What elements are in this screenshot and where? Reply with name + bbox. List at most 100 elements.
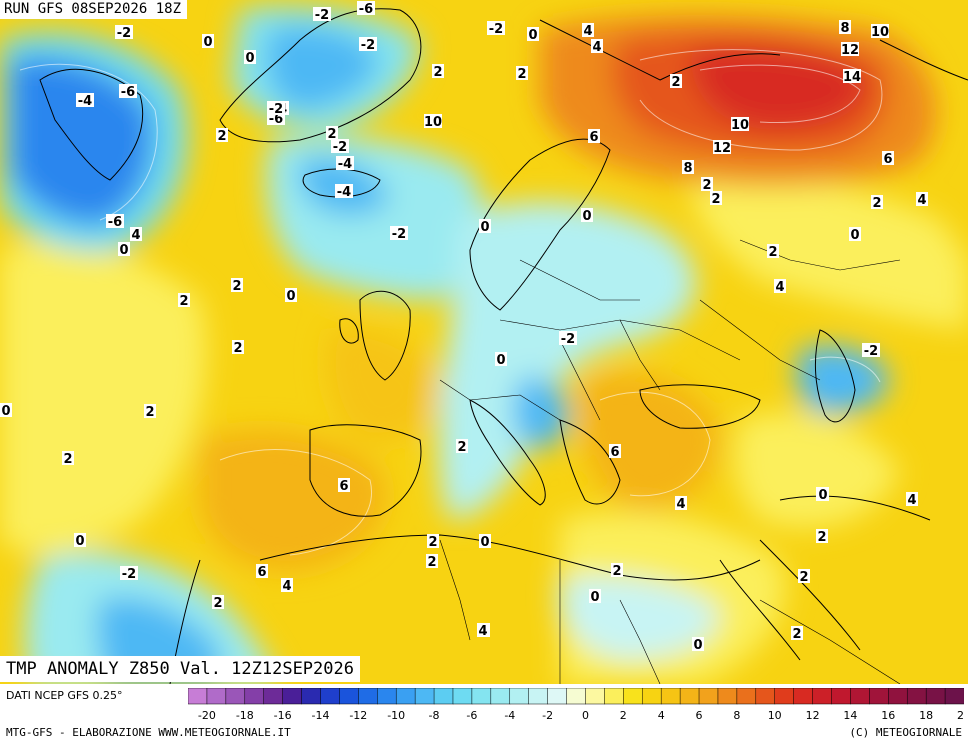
scale-swatch [679,688,700,705]
contour-label-bg [231,278,243,292]
contour-label-bg [456,439,468,453]
contour-label-bg [74,533,86,547]
country-borders [439,239,901,684]
contour-label-bg [216,128,228,142]
contour-label-bg [871,24,889,38]
contour-label-bg [816,529,828,543]
scale-tick-label: 0 [582,709,589,722]
contour-label: 4 [282,579,291,594]
run-title: RUN GFS 08SEP2026 18Z [0,0,188,19]
contour-label-bg [178,293,190,307]
scale-tick-label: 18 [919,709,933,722]
scale-swatch [358,688,378,705]
contour-label-bg [559,331,577,345]
contour-label: -2 [117,26,131,41]
contour-label: 0 [1,404,10,419]
contour-label: 8 [683,161,692,176]
contour-label: -2 [333,140,347,155]
contour-label-bg [710,191,722,205]
contour-label-bg [120,566,138,580]
contour-label-bg [390,226,408,240]
footer-credit: MTG-GFS - ELABORAZIONE WWW.METEOGIORNALE… [6,726,291,739]
contour-label: 2 [428,535,437,550]
scale-swatch [906,688,927,705]
scale-swatch [641,688,662,705]
scale-swatch [812,688,832,705]
contour-label-bg [359,37,377,51]
contour-label-bg [477,623,489,637]
contour-label: 10 [871,25,889,40]
validity-title: TMP ANOMALY Z850 Val. 12Z12SEP2026 [0,656,360,682]
contour-label-bg [331,139,349,153]
contour-label: 2 [63,452,72,467]
contour-label-bg [798,569,810,583]
scale-swatch [793,688,814,705]
scale-swatch [566,688,586,705]
scale-swatch [414,688,435,705]
data-source: DATI NCEP GFS 0.25° [6,689,123,702]
scale-swatch [282,688,303,705]
contour-label: 4 [131,228,140,243]
contour-label-bg [817,487,829,501]
contour-label: -2 [392,227,406,242]
contour-label: 0 [480,220,489,235]
contour-label-bg [62,451,74,465]
scale-tick-label: -18 [236,709,254,722]
contour-label: 4 [775,280,784,295]
contour-label-bg [675,496,687,510]
contour-label: -2 [561,332,575,347]
footer-copyright: (C) METEOGIORNALE [849,726,962,739]
contour-label-bg [871,195,883,209]
contour-label: -4 [337,185,351,200]
contour-label: 0 [582,209,591,224]
scale-swatch [433,688,454,705]
scale-swatch [490,688,511,705]
contour-label: 4 [592,40,601,55]
scale-swatch [471,688,492,705]
scale-swatch [509,688,530,705]
contour-label: 14 [843,70,861,85]
scale-tick-label: -14 [312,709,330,722]
contour-label: 10 [731,118,749,133]
contour-label: 8 [840,21,849,36]
contour-label: -2 [269,102,283,117]
contour-label-bg [76,93,94,107]
scale-swatch [944,688,964,705]
contour-label: 6 [589,130,598,145]
contour-label-bg [326,126,338,140]
scale-tick-label: -2 [542,709,553,722]
contour-label: 0 [693,638,702,653]
scale-swatch [850,688,870,705]
contour-label: -2 [315,8,329,23]
scale-swatch [188,688,208,705]
color-scale [188,688,964,705]
contour-label: 2 [817,530,826,545]
contour-label-bg [130,227,142,241]
scale-swatch [452,688,473,705]
contour-label: 2 [327,127,336,142]
contour-label-bg [357,1,375,15]
contour-label-bg [338,478,350,492]
contour-label-bg [106,214,124,228]
scale-swatch [604,688,624,705]
scale-tick-label: -8 [429,709,440,722]
anomaly-shading [0,6,968,684]
contour-label-bg [285,288,297,302]
contour-label: 4 [583,24,592,39]
contour-label: 0 [850,228,859,243]
scale-swatch [888,688,908,705]
scale-swatch [774,688,795,705]
scale-swatch [339,688,359,705]
contour-label: 0 [286,289,295,304]
scale-swatch [698,688,719,705]
contour-label-bg [731,117,749,131]
scale-tick-label: 10 [768,709,782,722]
isolines [19,49,883,556]
contour-label: 2 [427,555,436,570]
contour-label: 0 [203,35,212,50]
contour-label-bg [495,352,507,366]
contour-label-bg [202,34,214,48]
contour-label-bg [841,42,859,56]
contour-label: -2 [864,344,878,359]
contour-label-bg [916,192,928,206]
